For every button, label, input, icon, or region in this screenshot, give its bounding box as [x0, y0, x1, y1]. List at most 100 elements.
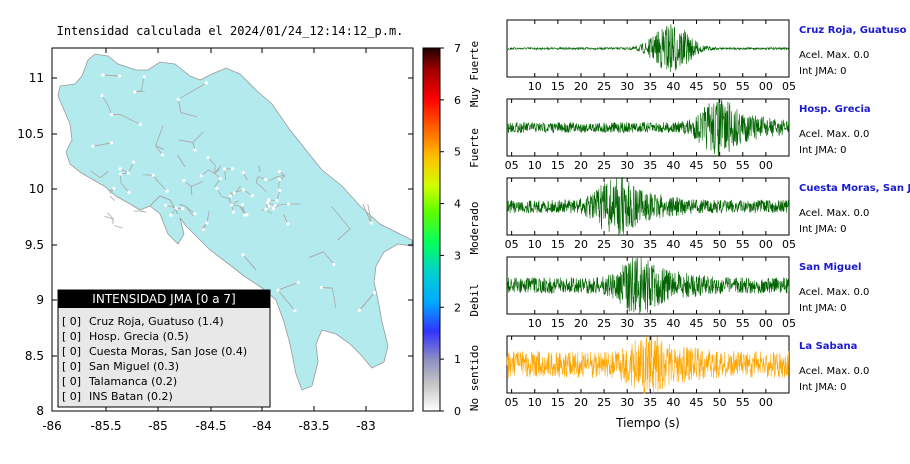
- colorbar-category-label: Moderado: [468, 202, 481, 255]
- waveform-tick-label: 25: [597, 80, 611, 93]
- station-dot: [91, 145, 94, 148]
- station-dot: [205, 81, 208, 84]
- waveform-tick-label: 35: [643, 396, 657, 409]
- waveform-tick-label: 45: [690, 317, 704, 330]
- station-dot: [243, 213, 246, 216]
- map-x-tick-label: -86: [42, 419, 62, 433]
- waveform-tick-label: 55: [736, 317, 750, 330]
- map-x-tick-label: -85: [148, 419, 168, 433]
- waveform-tick-label: 20: [574, 317, 588, 330]
- station-dot: [127, 171, 130, 174]
- station-dot: [251, 194, 254, 197]
- station-dot: [230, 203, 233, 206]
- colorbar-tick-label: 0: [454, 405, 461, 418]
- legend-item-bracket: [ 0]: [62, 375, 81, 388]
- road-segment: [321, 287, 332, 288]
- waveform-tick-label: 30: [620, 238, 634, 251]
- station-dot: [272, 207, 275, 210]
- waveform-tick-label: 55: [736, 159, 750, 172]
- map-y-tick-label: 10.5: [17, 127, 44, 141]
- waveform-tick-label: 25: [597, 238, 611, 251]
- colorbar-tick-label: 2: [454, 301, 461, 314]
- map-title: Intensidad calculada el 2024/01/24_12:14…: [57, 24, 404, 38]
- station-int: Int JMA: 0: [799, 224, 847, 235]
- station-dot: [264, 208, 267, 211]
- waveform-tick-label: 05: [505, 238, 519, 251]
- colorbar-tick-label: 5: [454, 146, 461, 159]
- station-dot: [181, 207, 184, 210]
- station-dot: [332, 263, 335, 266]
- legend-item-label: San Miguel (0.3): [89, 360, 179, 373]
- map-y-tick-label: 9.5: [25, 238, 44, 252]
- station-dot: [132, 160, 135, 163]
- station-dot: [278, 178, 281, 181]
- station-dot: [139, 123, 142, 126]
- colorbar-category-label: Fuerte: [468, 128, 481, 168]
- station-dot: [202, 228, 205, 231]
- waveform-tick-label: 45: [690, 238, 704, 251]
- station-dot: [177, 98, 180, 101]
- waveform-tick-label: 10: [528, 396, 542, 409]
- waveform-tick-label: 50: [713, 396, 727, 409]
- station-dot: [320, 286, 323, 289]
- colorbar-category-label: Muy Fuerte: [468, 41, 481, 107]
- waveform-tick-label: 30: [620, 159, 634, 172]
- station-dot: [143, 75, 146, 78]
- station-int: Int JMA: 0: [799, 66, 847, 77]
- waveform-tick-label: 15: [551, 238, 565, 251]
- colorbar-tick-label: 1: [454, 353, 461, 366]
- colorbar-category-label: Debil: [468, 283, 481, 316]
- colorbar-gradient: [423, 48, 440, 411]
- legend-item-label: Cruz Roja, Guatuso (1.4): [89, 315, 224, 328]
- station-dot: [358, 309, 361, 312]
- station-acel: Acel. Max. 0.0: [799, 129, 869, 140]
- station-dot: [146, 211, 149, 214]
- station-dot: [118, 167, 121, 170]
- legend-item-label: INS Batan (0.2): [89, 390, 173, 403]
- station-int: Int JMA: 0: [799, 145, 847, 156]
- waveform-tick-label: 20: [574, 396, 588, 409]
- station-dot: [161, 153, 164, 156]
- station-dot: [165, 189, 168, 192]
- station-dot: [223, 167, 226, 170]
- colorbar-tick-label: 7: [454, 42, 461, 55]
- waveform-tick-label: 00: [759, 396, 773, 409]
- colorbar-tick-label: 6: [454, 94, 461, 107]
- station-dot: [297, 281, 300, 284]
- legend-item-label: Cuesta Moras, San Jose (0.4): [89, 345, 247, 358]
- legend-item-bracket: [ 0]: [62, 315, 81, 328]
- station-acel: Acel. Max. 0.0: [799, 208, 869, 219]
- station-dot: [231, 167, 234, 170]
- legend-item-label: Talamanca (0.2): [88, 375, 177, 388]
- waveform-tick-label: 35: [643, 80, 657, 93]
- waveform-tick-label: 40: [666, 80, 680, 93]
- waveform-tick-label: 25: [597, 159, 611, 172]
- waveform-tick-label: 45: [690, 80, 704, 93]
- station-dot: [373, 291, 376, 294]
- station-dot: [101, 73, 104, 76]
- station-dot: [119, 172, 122, 175]
- station-dot: [193, 148, 196, 151]
- station-acel: Acel. Max. 0.0: [799, 366, 869, 377]
- waveform-tick-label: 05: [782, 238, 796, 251]
- station-dot: [110, 141, 113, 144]
- waveform-tick-label: 55: [736, 396, 750, 409]
- waveform-tick-label: 15: [551, 317, 565, 330]
- station-dot: [264, 178, 267, 181]
- map-x-tick-label: -85.5: [90, 419, 121, 433]
- station-dot: [287, 202, 290, 205]
- map-x-tick-label: -84: [252, 419, 272, 433]
- station-name: La Sabana: [799, 341, 857, 352]
- waveform-tick-label: 15: [551, 159, 565, 172]
- station-dot: [241, 203, 244, 206]
- waveform-tick-label: 00: [759, 317, 773, 330]
- waveform-tick-label: 30: [620, 80, 634, 93]
- waveform-tick-label: 20: [574, 159, 588, 172]
- waveform-tick-label: 25: [597, 317, 611, 330]
